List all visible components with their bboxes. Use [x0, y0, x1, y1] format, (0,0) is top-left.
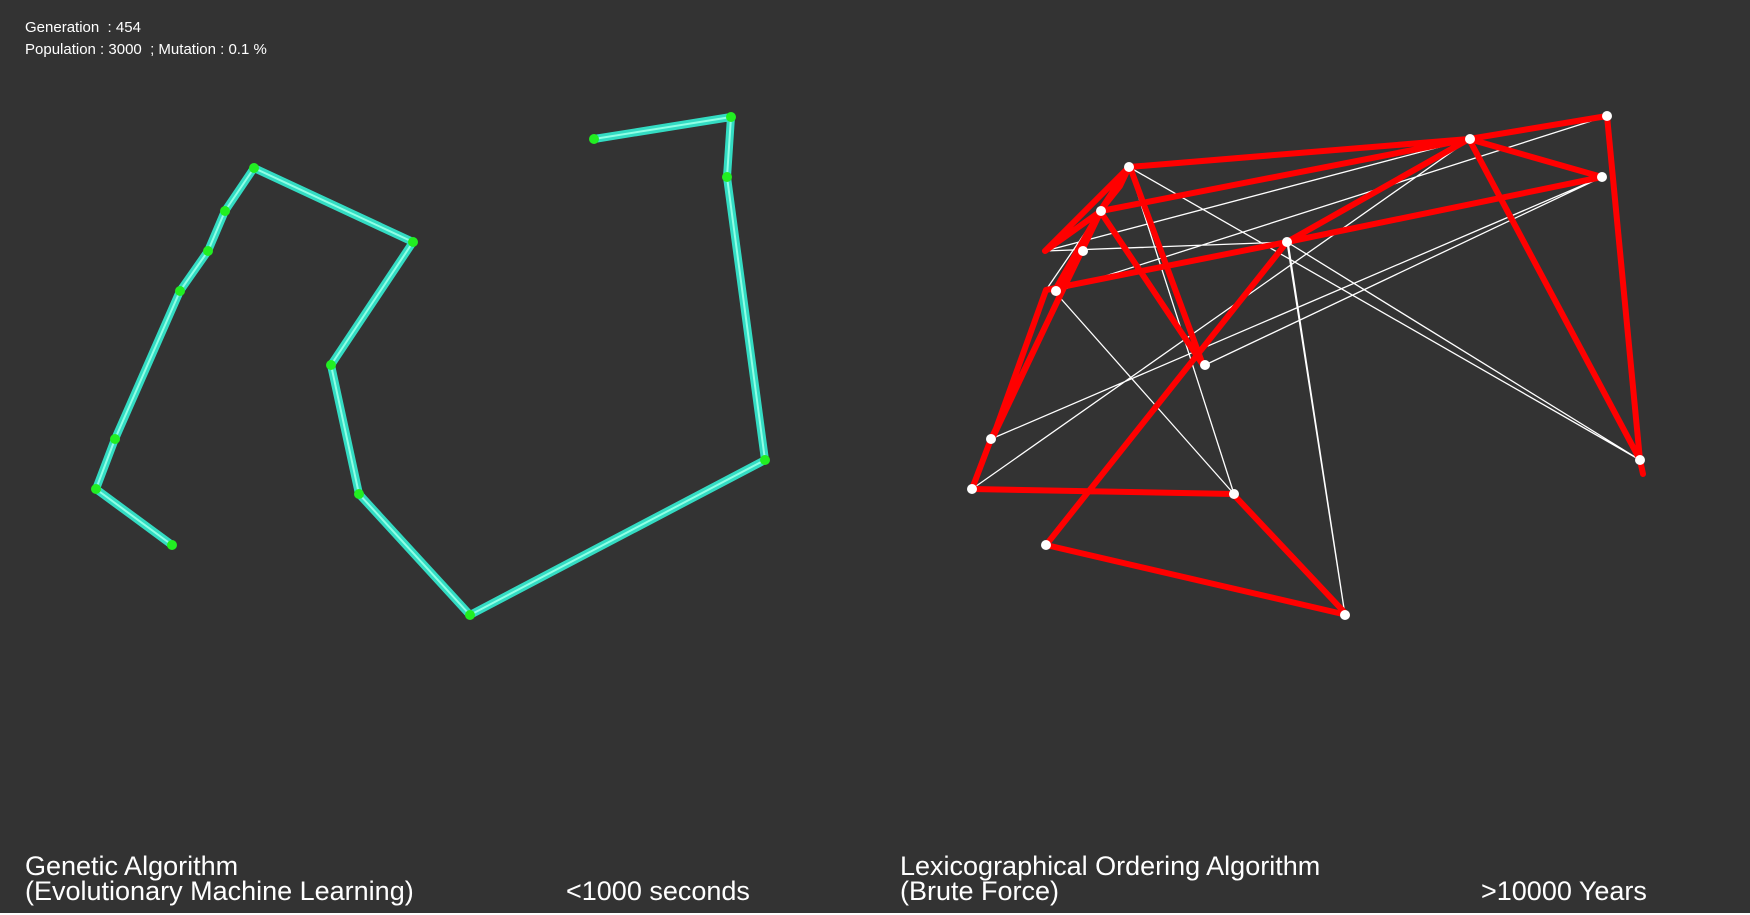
brute-city-point — [1124, 162, 1134, 172]
genetic-panel — [91, 112, 770, 620]
brute-city-point — [986, 434, 996, 444]
genetic-city-point — [722, 172, 732, 182]
genetic-city-point — [760, 455, 770, 465]
brute-city-point — [1597, 172, 1607, 182]
genetic-city-point — [326, 360, 336, 370]
brute-city-point — [1465, 134, 1475, 144]
genetic-city-point — [589, 134, 599, 144]
genetic-city-point — [91, 484, 101, 494]
genetic-algorithm-title: Genetic Algorithm — [25, 851, 239, 881]
generation-counter: Generation : 454 — [25, 19, 141, 36]
brute-city-point — [1051, 286, 1061, 296]
brute-city-point — [1340, 610, 1350, 620]
genetic-city-point — [175, 286, 185, 296]
genetic-city-point — [408, 237, 418, 247]
genetic-best-route-outline — [92, 113, 769, 619]
brute-city-point — [1602, 111, 1612, 121]
genetic-city-point — [220, 206, 230, 216]
brute-city-point — [1041, 540, 1051, 550]
genetic-city-point — [354, 489, 364, 499]
brute-city-point — [967, 484, 977, 494]
genetic-best-route — [95, 116, 766, 616]
genetic-city-point — [110, 434, 120, 444]
genetic-city-point — [167, 540, 177, 550]
brute-city-point — [1096, 206, 1106, 216]
brute-force-panel — [967, 111, 1646, 620]
genetic-cities — [91, 112, 770, 620]
brute-city-point — [1635, 455, 1645, 465]
genetic-algorithm-subtitle: (Evolutionary Machine Learning) — [25, 876, 414, 906]
genetic-city-point — [726, 112, 736, 122]
brute-cities — [967, 111, 1645, 620]
brute-city-point — [1282, 237, 1292, 247]
brute-city-point — [1200, 360, 1210, 370]
brute-city-point — [1078, 246, 1088, 256]
brute-city-point — [1229, 489, 1239, 499]
genetic-city-point — [465, 610, 475, 620]
brute-force-time: >10000 Years — [1481, 876, 1647, 906]
population-mutation-info: Population : 3000 ; Mutation : 0.1 % — [25, 41, 267, 58]
genetic-city-point — [203, 246, 213, 256]
brute-force-subtitle: (Brute Force) — [900, 876, 1060, 906]
genetic-algorithm-time: <1000 seconds — [566, 876, 750, 906]
genetic-city-point — [249, 163, 259, 173]
brute-force-title: Lexicographical Ordering Algorithm — [900, 851, 1321, 881]
